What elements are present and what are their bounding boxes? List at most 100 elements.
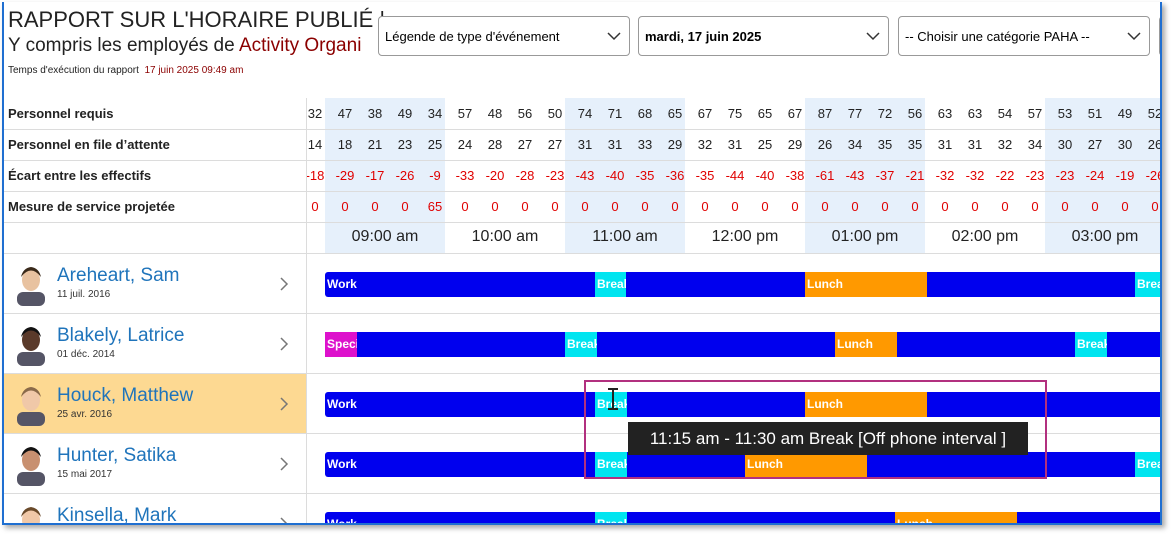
employee-date: 01 déc. 2014 <box>57 349 115 360</box>
stat-value: 63 <box>937 106 953 121</box>
row-line <box>4 253 1160 254</box>
stat-value: 0 <box>1031 199 1039 214</box>
row-line <box>4 373 1160 374</box>
stat-value: 31 <box>607 137 623 152</box>
stat-value: 31 <box>967 137 983 152</box>
category-dropdown[interactable]: -- Choisir une catégorie PAHA -- <box>898 16 1150 56</box>
stat-value: 14 <box>307 137 323 152</box>
chevron <box>607 32 621 41</box>
schedule-segment: Special <box>325 332 357 357</box>
stat-value: -61 <box>815 168 835 183</box>
chevron[interactable] <box>279 336 289 352</box>
chevron[interactable] <box>279 516 289 525</box>
stat-value: -40 <box>755 168 775 183</box>
stat-value: 0 <box>1061 199 1069 214</box>
row-line <box>4 222 1160 223</box>
stat-value: -26 <box>1145 168 1160 183</box>
schedule-segment: Break <box>1075 332 1107 357</box>
stat-value: 68 <box>637 106 653 121</box>
subtitle-text: Y compris les employés de <box>8 35 235 56</box>
stat-value: 56 <box>517 106 533 121</box>
employee-row: Kinsella, Mark <box>4 494 307 525</box>
stat-value: 75 <box>727 106 743 121</box>
report: RAPPORT SUR L'HORAIRE PUBLIÉ | Y compris… <box>2 2 1162 525</box>
stat-value: 67 <box>697 106 713 121</box>
stat-value: 0 <box>791 199 799 214</box>
stat-value: 31 <box>937 137 953 152</box>
employee-name: Areheart, Sam <box>57 265 180 286</box>
chevron <box>866 32 880 41</box>
stat-value: 52 <box>1147 106 1162 121</box>
stat-value: 29 <box>787 137 803 152</box>
stat-value: 74 <box>577 106 593 121</box>
event-type-dropdown[interactable]: Légende de type d'événement <box>378 16 630 56</box>
stat-value: -35 <box>635 168 655 183</box>
stat-value: -23 <box>1055 168 1075 183</box>
stat-value: 27 <box>1087 137 1103 152</box>
chevron[interactable] <box>279 396 289 412</box>
row-line <box>4 129 1160 130</box>
hour-label: 01:00 pm <box>831 228 899 245</box>
row-line <box>4 313 1160 314</box>
stat-value: 50 <box>547 106 563 121</box>
run-time: 17 juin 2025 09:49 am <box>144 65 244 76</box>
row-line <box>4 493 1160 494</box>
row-line <box>4 222 306 223</box>
stat-value: 21 <box>367 137 383 152</box>
stat-value: 49 <box>1117 106 1133 121</box>
stat-value: -29 <box>335 168 355 183</box>
stat-value: 29 <box>667 137 683 152</box>
stat-value: 33 <box>637 137 653 152</box>
employee-row: Blakely, Latrice 01 déc. 2014 <box>4 314 307 373</box>
schedule-segment: Break <box>595 392 627 417</box>
employee-name: Kinsella, Mark <box>57 505 177 525</box>
stat-value: -17 <box>365 168 385 183</box>
stat-value: 0 <box>521 199 529 214</box>
stat-value: -19 <box>1115 168 1135 183</box>
row-line <box>4 191 1160 192</box>
stat-value: 0 <box>821 199 829 214</box>
hour-shade <box>565 98 685 253</box>
employee-row: Areheart, Sam 11 juil. 2016 <box>4 254 307 313</box>
stat-value: 54 <box>997 106 1013 121</box>
chevron[interactable] <box>279 456 289 472</box>
stat-value: -24 <box>1085 168 1105 183</box>
schedule-segment: Lunch <box>895 512 1017 523</box>
hour-shade <box>1045 98 1160 253</box>
stat-value: 34 <box>1027 137 1043 152</box>
stat-value: 31 <box>727 137 743 152</box>
stat-value: 0 <box>701 199 709 214</box>
stat-value: 0 <box>761 199 769 214</box>
schedule-segment: Work <box>325 392 1160 417</box>
avatar <box>17 447 45 486</box>
stat-value: 0 <box>851 199 859 214</box>
run-info: Temps d'exécution du rapport 17 juin 202… <box>8 65 243 76</box>
stat-value: 0 <box>911 199 919 214</box>
stat-value: 0 <box>941 199 949 214</box>
extra-dropdown[interactable] <box>1159 16 1160 56</box>
date-dropdown[interactable]: mardi, 17 juin 2025 <box>638 16 889 56</box>
employee-date: 15 mai 2017 <box>57 469 113 480</box>
stat-value: 0 <box>641 199 649 214</box>
employee-date: 25 avr. 2016 <box>57 409 113 420</box>
stat-value: 72 <box>877 106 893 121</box>
row-line <box>4 191 306 192</box>
stat-value: 0 <box>1001 199 1009 214</box>
stat-value: 0 <box>1121 199 1129 214</box>
schedule-segment: Break <box>595 272 626 297</box>
chevron[interactable] <box>279 276 289 292</box>
stat-value: 32 <box>697 137 713 152</box>
hour-label: 02:00 pm <box>951 228 1019 245</box>
schedule-segment: Break <box>1135 272 1160 297</box>
stat-value: -38 <box>785 168 805 183</box>
stat-value: 0 <box>311 199 319 214</box>
stat-value: -9 <box>429 168 441 183</box>
employee-name: Blakely, Latrice <box>57 325 185 346</box>
stat-value: 65 <box>667 106 683 121</box>
stat-value: 0 <box>491 199 499 214</box>
stat-value: -37 <box>875 168 895 183</box>
stat-value: 26 <box>817 137 833 152</box>
schedule-segment: Work <box>325 512 1160 523</box>
subtitle: Y compris les employés de Activity Organ… <box>8 35 361 57</box>
